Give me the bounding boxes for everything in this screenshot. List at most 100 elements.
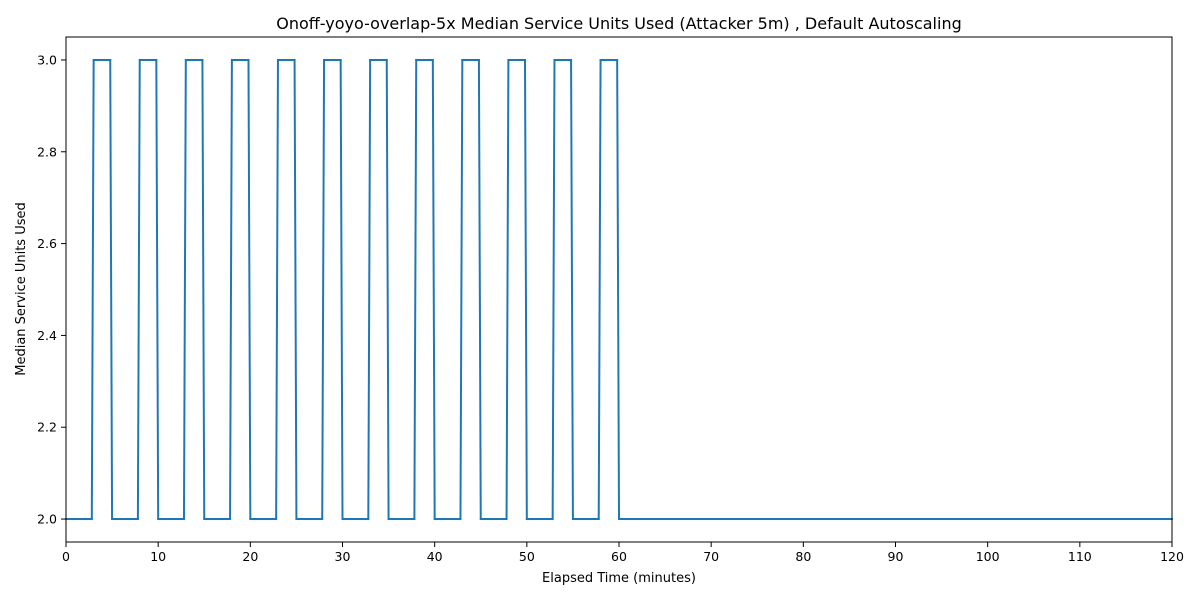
data-point bbox=[332, 58, 335, 62]
data-point bbox=[243, 58, 246, 62]
data-point bbox=[558, 58, 562, 62]
data-point bbox=[87, 517, 90, 521]
data-point bbox=[452, 517, 455, 521]
data-point bbox=[568, 58, 571, 62]
data-point bbox=[835, 517, 838, 521]
data-point bbox=[966, 517, 969, 521]
data-point bbox=[173, 517, 176, 521]
data-point bbox=[99, 58, 103, 62]
data-point bbox=[968, 517, 971, 521]
data-point bbox=[551, 517, 554, 521]
data-point bbox=[665, 517, 669, 521]
data-point bbox=[352, 517, 355, 521]
data-point bbox=[365, 517, 368, 521]
data-point bbox=[479, 517, 482, 521]
data-point bbox=[105, 58, 108, 62]
data-point bbox=[468, 58, 471, 62]
data-point bbox=[393, 517, 396, 521]
data-point bbox=[335, 58, 339, 62]
data-point bbox=[824, 517, 827, 521]
data-point bbox=[98, 58, 101, 62]
data-point bbox=[1134, 517, 1137, 521]
data-point bbox=[490, 517, 493, 521]
data-point bbox=[339, 58, 342, 62]
data-point bbox=[927, 517, 930, 521]
data-point bbox=[942, 517, 945, 521]
data-point bbox=[540, 517, 543, 521]
data-point bbox=[1016, 517, 1019, 521]
data-point bbox=[861, 517, 864, 521]
data-point bbox=[177, 517, 180, 521]
data-point bbox=[164, 517, 167, 521]
y-tick-label: 2.0 bbox=[37, 512, 57, 527]
data-point bbox=[256, 517, 259, 521]
data-point bbox=[275, 517, 278, 521]
data-point bbox=[947, 517, 951, 521]
y-tick-label: 2.8 bbox=[37, 144, 57, 159]
data-point bbox=[263, 517, 267, 521]
data-point bbox=[711, 517, 715, 521]
data-point bbox=[1158, 517, 1161, 521]
data-point bbox=[601, 58, 604, 62]
data-point bbox=[287, 58, 291, 62]
data-point bbox=[348, 517, 351, 521]
data-point bbox=[699, 517, 702, 521]
data-point bbox=[863, 517, 866, 521]
data-point bbox=[127, 517, 130, 521]
data-point bbox=[617, 517, 621, 521]
data-point bbox=[475, 58, 479, 62]
data-point bbox=[499, 517, 503, 521]
data-point bbox=[322, 58, 326, 62]
data-point bbox=[440, 517, 444, 521]
data-point bbox=[829, 517, 833, 521]
data-point bbox=[429, 58, 433, 62]
data-point bbox=[839, 517, 842, 521]
data-point bbox=[912, 517, 916, 521]
data-point bbox=[369, 58, 372, 62]
data-point bbox=[673, 517, 676, 521]
data-point bbox=[763, 517, 766, 521]
data-point bbox=[612, 58, 615, 62]
data-point bbox=[669, 517, 672, 521]
data-point bbox=[826, 517, 829, 521]
data-point bbox=[286, 58, 289, 62]
data-point bbox=[730, 517, 733, 521]
data-point bbox=[807, 517, 810, 521]
data-point bbox=[586, 517, 589, 521]
data-point bbox=[236, 58, 239, 62]
y-axis-label: Median Service Units Used bbox=[14, 202, 29, 376]
data-point bbox=[280, 58, 283, 62]
data-point bbox=[245, 58, 248, 62]
data-point bbox=[1019, 517, 1022, 521]
data-point bbox=[509, 58, 512, 62]
data-point bbox=[446, 517, 449, 521]
data-point bbox=[737, 517, 740, 521]
data-point bbox=[625, 517, 628, 521]
data-point bbox=[487, 517, 490, 521]
data-point bbox=[265, 517, 269, 521]
data-point bbox=[415, 58, 418, 62]
data-point bbox=[334, 58, 337, 62]
data-point bbox=[898, 517, 901, 521]
data-point bbox=[120, 517, 123, 521]
data-point bbox=[584, 517, 587, 521]
data-point bbox=[982, 517, 986, 521]
data-point bbox=[940, 517, 943, 521]
data-point bbox=[663, 517, 667, 521]
data-point bbox=[667, 517, 670, 521]
data-point bbox=[544, 517, 547, 521]
data-point bbox=[564, 58, 567, 62]
data-point bbox=[409, 517, 412, 521]
data-point bbox=[715, 517, 718, 521]
data-point bbox=[418, 58, 422, 62]
data-point bbox=[735, 517, 739, 521]
data-point bbox=[529, 517, 532, 521]
data-point bbox=[391, 517, 394, 521]
data-point bbox=[1010, 517, 1013, 521]
data-point bbox=[772, 517, 775, 521]
data-point bbox=[632, 517, 635, 521]
data-point bbox=[75, 517, 79, 521]
data-point bbox=[769, 517, 772, 521]
chart-title: Onoff-yoyo-overlap-5x Median Service Uni… bbox=[276, 14, 961, 33]
data-point bbox=[267, 517, 270, 521]
